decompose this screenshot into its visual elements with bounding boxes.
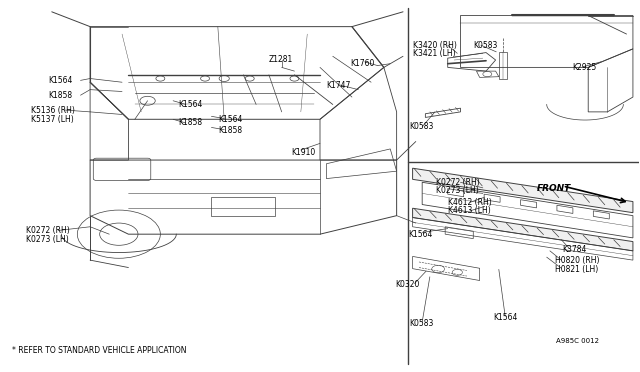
Text: A985C 0012: A985C 0012 [556, 338, 599, 344]
Text: K3784: K3784 [563, 244, 587, 253]
Circle shape [219, 76, 229, 81]
Text: K1858: K1858 [218, 126, 242, 135]
Text: K3421 (LH): K3421 (LH) [413, 49, 455, 58]
Text: K3420 (RH): K3420 (RH) [413, 41, 456, 50]
Text: K5137 (LH): K5137 (LH) [31, 115, 74, 124]
Text: K1564: K1564 [49, 76, 73, 85]
Polygon shape [413, 208, 633, 251]
Polygon shape [413, 168, 633, 213]
Text: K0583: K0583 [410, 122, 434, 131]
Text: K0583: K0583 [410, 320, 434, 328]
Text: K1564: K1564 [178, 100, 203, 109]
Text: K1747: K1747 [326, 81, 351, 90]
Text: K1564: K1564 [408, 230, 433, 239]
Text: K1858: K1858 [49, 91, 73, 100]
Text: K1760: K1760 [351, 59, 375, 68]
Text: K0272 (RH): K0272 (RH) [436, 178, 480, 187]
Text: K1564: K1564 [493, 313, 518, 322]
Text: H0821 (LH): H0821 (LH) [555, 264, 598, 273]
Text: K5136 (RH): K5136 (RH) [31, 106, 75, 115]
Text: K0273 (LH): K0273 (LH) [436, 186, 479, 195]
Text: K0320: K0320 [396, 280, 420, 289]
Text: K0273 (LH): K0273 (LH) [26, 235, 69, 244]
Text: K4613 (LH): K4613 (LH) [448, 206, 490, 215]
Text: K1564: K1564 [218, 115, 242, 124]
Text: * REFER TO STANDARD VEHICLE APPLICATION: * REFER TO STANDARD VEHICLE APPLICATION [12, 346, 187, 355]
Text: H0820 (RH): H0820 (RH) [555, 256, 600, 265]
Text: Z1281: Z1281 [269, 55, 293, 64]
Text: K1858: K1858 [178, 119, 202, 128]
Text: K2925: K2925 [572, 63, 596, 72]
Text: K1910: K1910 [291, 148, 316, 157]
Text: FRONT: FRONT [537, 185, 572, 193]
Text: K0583: K0583 [473, 41, 498, 50]
Text: K0272 (RH): K0272 (RH) [26, 226, 70, 235]
Text: K4612 (RH): K4612 (RH) [448, 198, 492, 207]
